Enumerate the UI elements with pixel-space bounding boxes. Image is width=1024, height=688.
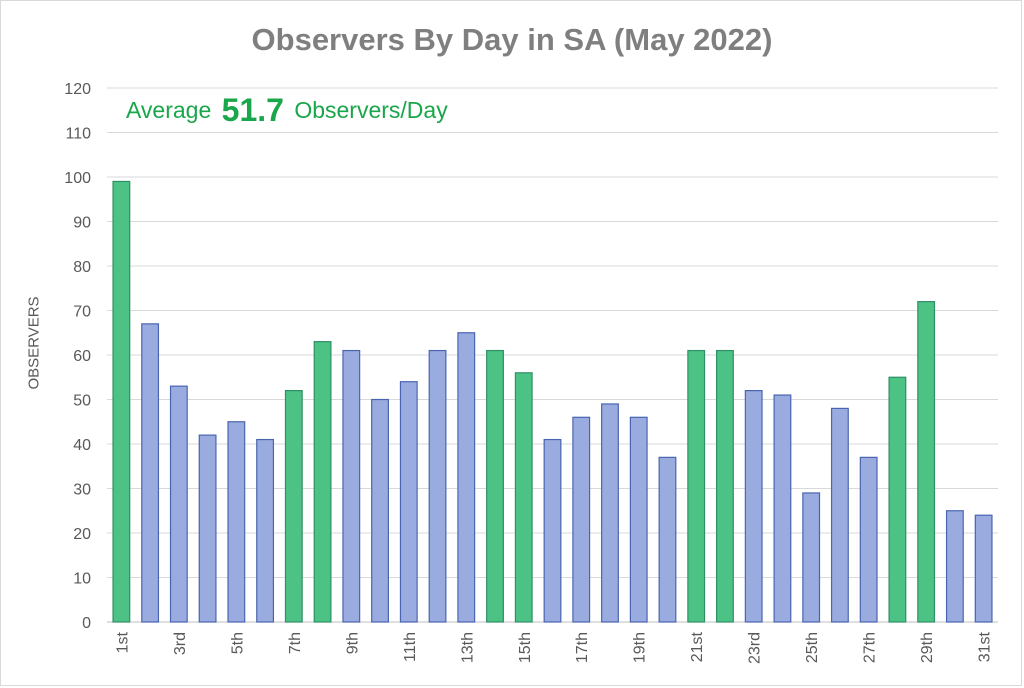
bar-3rd <box>169 385 188 623</box>
x-tick-label: 15th <box>517 632 534 663</box>
y-tick-label: 100 <box>64 170 91 187</box>
y-tick-label: 70 <box>73 304 91 321</box>
bar-18th <box>601 403 619 623</box>
x-tick-label: 19th <box>632 632 649 663</box>
average-prefix: Average <box>126 97 212 123</box>
bar-14th <box>486 349 504 623</box>
y-tick-label: 90 <box>73 215 91 232</box>
x-tick-label: 5th <box>229 632 246 654</box>
x-tick-label: 11th <box>402 632 419 662</box>
bar-11th <box>399 381 418 623</box>
bar-25th <box>802 492 821 623</box>
bar-4th <box>198 434 217 623</box>
bar-20th <box>658 456 677 623</box>
bar-8th <box>313 341 332 623</box>
bar-27th <box>859 456 878 623</box>
bar-19th <box>629 416 648 623</box>
x-tick-label: 1st <box>114 631 131 653</box>
y-tick-label: 50 <box>73 393 91 410</box>
y-tick-label: 10 <box>73 571 91 588</box>
bar-17th <box>572 416 591 623</box>
x-tick-label: 13th <box>459 632 476 663</box>
bar-2nd <box>141 323 160 623</box>
bar-24th <box>773 394 792 623</box>
bar-29th <box>917 301 936 623</box>
y-tick-label: 110 <box>65 126 91 143</box>
bar-10th <box>371 398 389 623</box>
bar-22nd <box>716 349 734 623</box>
x-tick-label: 21st <box>689 631 706 662</box>
x-tick-label: 27th <box>862 632 879 663</box>
bar-15th <box>514 372 533 623</box>
bar-30th <box>945 510 964 623</box>
x-tick-label: 7th <box>287 632 304 654</box>
x-tick-label: 9th <box>344 632 361 654</box>
x-tick-label: 17th <box>574 632 591 663</box>
bar-31st <box>974 514 993 623</box>
bar-23rd <box>744 390 763 623</box>
average-annotation: Average 51.7 Observers/Day <box>126 92 448 129</box>
y-tick-label: 80 <box>73 259 91 276</box>
x-tick-label: 25th <box>804 632 821 663</box>
x-tick-label: 23rd <box>747 632 764 664</box>
bar-9th <box>342 349 361 623</box>
x-tick-label: 29th <box>919 632 936 663</box>
bar-5th <box>227 421 246 623</box>
y-tick-label: 20 <box>73 526 91 543</box>
bar-12th <box>428 349 447 623</box>
x-tick-label: 3rd <box>172 632 189 655</box>
bar-21st <box>687 349 706 623</box>
x-tick-label: 31st <box>977 631 994 662</box>
bar-26th <box>830 407 849 623</box>
average-suffix: Observers/Day <box>294 97 448 123</box>
y-tick-label: 30 <box>73 482 91 499</box>
chart-title: Observers By Day in SA (May 2022) <box>251 22 773 57</box>
average-value: 51.7 <box>221 92 284 128</box>
bar-16th <box>543 438 562 623</box>
bar-7th <box>284 390 303 623</box>
bar-6th <box>256 438 275 623</box>
y-tick-label: 40 <box>73 437 91 454</box>
y-tick-label: 120 <box>64 81 91 98</box>
y-tick-label: 0 <box>82 615 91 632</box>
y-tick-label: 60 <box>73 348 91 365</box>
bar-28th <box>888 376 907 623</box>
bar-1st <box>112 180 131 623</box>
bar-13th <box>457 332 476 623</box>
